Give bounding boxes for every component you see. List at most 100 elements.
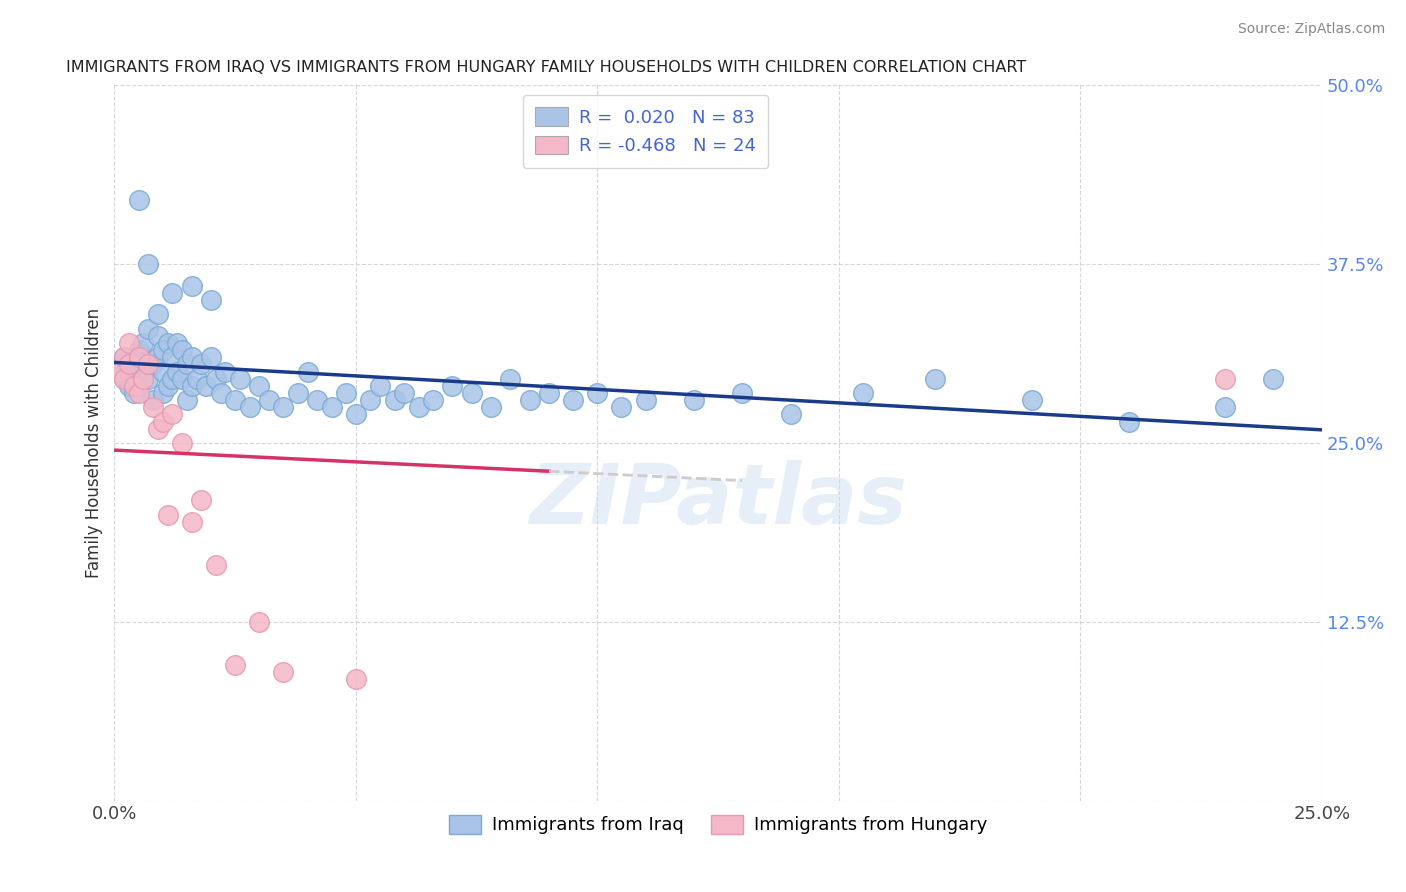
Point <box>108 365 131 379</box>
Point <box>634 393 657 408</box>
Point <box>156 335 179 350</box>
Point <box>128 193 150 207</box>
Point <box>162 408 184 422</box>
Point <box>122 379 145 393</box>
Point <box>118 379 141 393</box>
Point <box>229 372 252 386</box>
Point <box>152 365 174 379</box>
Point <box>132 372 155 386</box>
Point <box>166 335 188 350</box>
Point <box>142 401 165 415</box>
Point <box>170 372 193 386</box>
Point <box>136 372 159 386</box>
Point <box>200 293 222 307</box>
Point <box>214 365 236 379</box>
Legend: R =  0.020   N = 83, R = -0.468   N = 24: R = 0.020 N = 83, R = -0.468 N = 24 <box>523 95 769 168</box>
Point <box>132 358 155 372</box>
Point <box>146 328 169 343</box>
Point <box>136 257 159 271</box>
Point <box>257 393 280 408</box>
Point <box>924 372 946 386</box>
Point <box>162 350 184 364</box>
Point <box>239 401 262 415</box>
Point <box>118 365 141 379</box>
Point <box>321 401 343 415</box>
Text: ZIPatlas: ZIPatlas <box>529 459 907 541</box>
Point <box>683 393 706 408</box>
Point <box>209 386 232 401</box>
Point <box>152 386 174 401</box>
Point <box>562 393 585 408</box>
Point <box>152 415 174 429</box>
Point <box>335 386 357 401</box>
Point <box>128 343 150 357</box>
Point <box>170 436 193 450</box>
Point <box>176 358 198 372</box>
Point <box>408 401 430 415</box>
Point <box>190 493 212 508</box>
Y-axis label: Family Households with Children: Family Households with Children <box>86 308 103 578</box>
Point <box>368 379 391 393</box>
Point <box>112 350 135 364</box>
Point <box>779 408 801 422</box>
Point <box>112 350 135 364</box>
Point <box>297 365 319 379</box>
Point <box>499 372 522 386</box>
Point <box>146 350 169 364</box>
Point <box>118 358 141 372</box>
Point <box>156 379 179 393</box>
Point <box>538 386 561 401</box>
Point <box>142 393 165 408</box>
Point <box>162 372 184 386</box>
Point <box>384 393 406 408</box>
Point <box>190 358 212 372</box>
Point <box>1213 372 1236 386</box>
Point <box>186 372 208 386</box>
Point <box>122 386 145 401</box>
Point <box>1118 415 1140 429</box>
Point <box>118 335 141 350</box>
Point <box>307 393 329 408</box>
Point <box>180 515 202 529</box>
Point <box>461 386 484 401</box>
Point <box>112 372 135 386</box>
Point <box>166 365 188 379</box>
Point <box>128 350 150 364</box>
Point <box>128 365 150 379</box>
Point <box>146 422 169 436</box>
Point <box>170 343 193 357</box>
Point <box>205 558 228 572</box>
Point <box>136 321 159 335</box>
Point <box>224 393 246 408</box>
Point <box>247 379 270 393</box>
Point <box>519 393 541 408</box>
Point <box>108 358 131 372</box>
Point <box>344 672 367 686</box>
Point <box>479 401 502 415</box>
Point <box>128 386 150 401</box>
Point <box>852 386 875 401</box>
Point <box>287 386 309 401</box>
Point <box>1213 401 1236 415</box>
Point <box>146 307 169 321</box>
Text: IMMIGRANTS FROM IRAQ VS IMMIGRANTS FROM HUNGARY FAMILY HOUSEHOLDS WITH CHILDREN : IMMIGRANTS FROM IRAQ VS IMMIGRANTS FROM … <box>66 60 1026 75</box>
Point <box>273 665 295 679</box>
Text: Source: ZipAtlas.com: Source: ZipAtlas.com <box>1237 22 1385 37</box>
Point <box>731 386 754 401</box>
Point <box>359 393 381 408</box>
Point <box>273 401 295 415</box>
Point <box>180 379 202 393</box>
Point <box>1021 393 1043 408</box>
Point <box>1263 372 1285 386</box>
Point <box>180 350 202 364</box>
Point <box>128 379 150 393</box>
Point <box>176 393 198 408</box>
Point <box>224 657 246 672</box>
Point <box>441 379 464 393</box>
Point <box>136 358 159 372</box>
Point <box>586 386 609 401</box>
Point <box>180 278 202 293</box>
Point <box>122 350 145 364</box>
Point <box>195 379 218 393</box>
Point <box>247 615 270 629</box>
